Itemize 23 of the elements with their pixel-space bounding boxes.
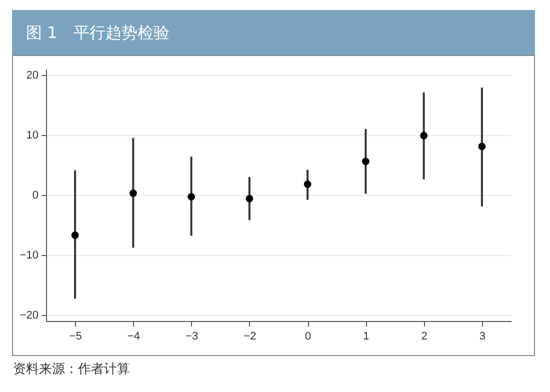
point [246, 194, 254, 202]
x-tick-label: 0 [305, 330, 312, 342]
y-tick-label: −20 [20, 310, 38, 322]
x-tick-label: −5 [69, 330, 82, 342]
point [304, 180, 312, 188]
x-tick-label: 3 [479, 330, 486, 342]
x-tick-label: 1 [363, 330, 370, 342]
text: 资料来源：作者计算 [13, 361, 130, 378]
x-tick-label: −3 [186, 330, 198, 342]
point [362, 158, 370, 166]
y-tick-label: 20 [26, 70, 38, 82]
point [71, 232, 79, 239]
y-tick-label: 0 [32, 190, 38, 202]
point [478, 142, 486, 150]
y-tick-label: 10 [26, 130, 38, 142]
point [188, 193, 196, 200]
x-tick-label: 2 [421, 330, 428, 342]
y-tick-label: −10 [20, 250, 38, 262]
point [420, 132, 428, 140]
chart-title: 图 1 平行趋势检验 [12, 10, 535, 55]
x-tick-label: −4 [127, 330, 140, 342]
x-tick-label: −2 [244, 330, 256, 342]
point [129, 190, 137, 197]
